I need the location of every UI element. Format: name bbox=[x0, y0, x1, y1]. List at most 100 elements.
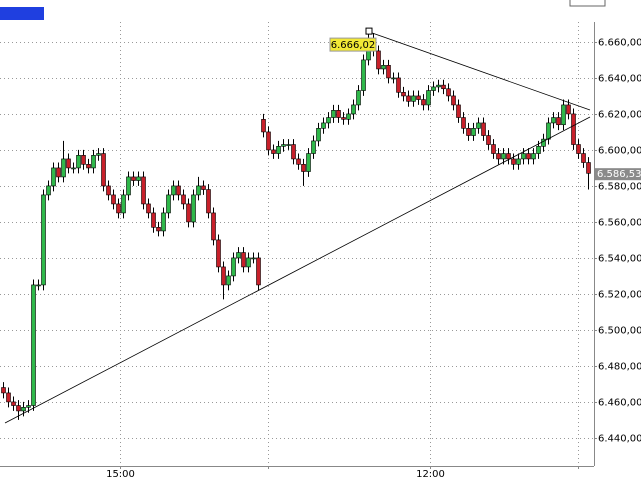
grid-layer bbox=[0, 22, 597, 469]
trend-line bbox=[4, 116, 591, 424]
candle-body bbox=[251, 257, 256, 260]
candle-body bbox=[476, 122, 481, 129]
candle-body bbox=[181, 194, 186, 205]
candle-body bbox=[361, 59, 366, 91]
candle-body bbox=[551, 117, 556, 124]
candle-body bbox=[531, 153, 536, 160]
candle-body bbox=[281, 144, 286, 147]
candle-body bbox=[256, 257, 261, 286]
candle-body bbox=[501, 153, 506, 160]
candle-body bbox=[321, 122, 326, 129]
candle-body bbox=[176, 185, 181, 196]
candle-body bbox=[46, 185, 51, 196]
y-tick-label: 6.600,00 bbox=[598, 146, 641, 157]
candle-body bbox=[151, 212, 156, 228]
candle-body bbox=[206, 189, 211, 214]
header-button bbox=[569, 0, 606, 7]
candle-body bbox=[276, 146, 281, 154]
marks-layer: 6.666,02 bbox=[1, 27, 591, 424]
candle-body bbox=[431, 86, 436, 91]
trend-line bbox=[368, 31, 591, 111]
candle-body bbox=[146, 203, 151, 214]
candle-body bbox=[196, 185, 201, 196]
candle-body bbox=[341, 117, 346, 120]
candle-body bbox=[521, 153, 526, 160]
candle-body bbox=[271, 149, 276, 154]
candle-body bbox=[406, 95, 411, 102]
candle-body bbox=[481, 122, 486, 136]
candle-body bbox=[336, 110, 341, 118]
y-tick-label: 6.480,00 bbox=[598, 362, 641, 373]
candle-body bbox=[311, 140, 316, 154]
candle-body bbox=[571, 113, 576, 145]
candle-body bbox=[291, 144, 296, 160]
candle-body bbox=[91, 155, 96, 169]
candle-body bbox=[416, 95, 421, 100]
candle-body bbox=[326, 117, 331, 124]
candle-body bbox=[456, 104, 461, 118]
candle-body bbox=[121, 194, 126, 214]
candle-body bbox=[96, 153, 101, 156]
candle-body bbox=[106, 185, 111, 196]
candle-body bbox=[381, 65, 386, 70]
candle-body bbox=[161, 212, 166, 232]
candle-body bbox=[116, 203, 121, 214]
candle-body bbox=[526, 153, 531, 160]
y-tick-label: 6.540,00 bbox=[598, 254, 641, 265]
candle-body bbox=[136, 176, 141, 181]
candle-body bbox=[76, 155, 81, 169]
y-tick-label: 6.620,00 bbox=[598, 110, 641, 121]
candle-body bbox=[56, 167, 61, 178]
candle-body bbox=[126, 176, 131, 196]
candle-body bbox=[61, 158, 66, 178]
candle-body bbox=[376, 50, 381, 70]
candle-body bbox=[581, 153, 586, 163]
candle-body bbox=[286, 144, 291, 146]
candle-body bbox=[36, 284, 41, 287]
candle-body bbox=[166, 194, 171, 214]
candle-body bbox=[216, 239, 221, 268]
last-price-box bbox=[595, 168, 641, 181]
candle-body bbox=[331, 110, 336, 118]
candle-body bbox=[556, 117, 561, 126]
y-tick-label: 6.440,00 bbox=[598, 434, 641, 445]
candle-body bbox=[81, 155, 86, 165]
candle-body bbox=[466, 128, 471, 136]
candle-body bbox=[266, 131, 271, 151]
candle-body bbox=[451, 95, 456, 106]
candle-body bbox=[11, 401, 16, 406]
candle-body bbox=[566, 104, 571, 115]
candle-body bbox=[436, 84, 441, 88]
candle-body bbox=[111, 194, 116, 205]
candle-body bbox=[191, 194, 196, 223]
candle-body bbox=[41, 194, 46, 286]
candle-body bbox=[386, 65, 391, 79]
candle-body bbox=[296, 158, 301, 165]
candle-body bbox=[356, 90, 361, 106]
candle-body bbox=[411, 95, 416, 102]
candle-body bbox=[486, 135, 491, 145]
high-marker bbox=[365, 27, 373, 35]
candle-body bbox=[491, 144, 496, 154]
candle-body bbox=[426, 90, 431, 106]
candle-body bbox=[586, 162, 591, 174]
candle-body bbox=[26, 405, 31, 408]
candle-body bbox=[86, 164, 91, 169]
candle-body bbox=[31, 284, 36, 406]
y-tick-label: 6.560,00 bbox=[598, 218, 641, 229]
y-tick-label: 6.660,00 bbox=[598, 38, 641, 49]
candle-body bbox=[496, 153, 501, 160]
candle-body bbox=[261, 119, 266, 133]
high-label-box bbox=[329, 37, 377, 52]
candle-body bbox=[471, 128, 476, 136]
candle-body bbox=[21, 407, 26, 412]
candle-body bbox=[506, 153, 511, 160]
candle-body bbox=[51, 167, 56, 187]
candle-body bbox=[246, 257, 251, 268]
candle-body bbox=[101, 153, 106, 187]
candle-body bbox=[346, 113, 351, 120]
candle-body bbox=[351, 104, 356, 115]
candle-body bbox=[236, 252, 241, 259]
y-tick-label: 6.460,00 bbox=[598, 398, 641, 409]
